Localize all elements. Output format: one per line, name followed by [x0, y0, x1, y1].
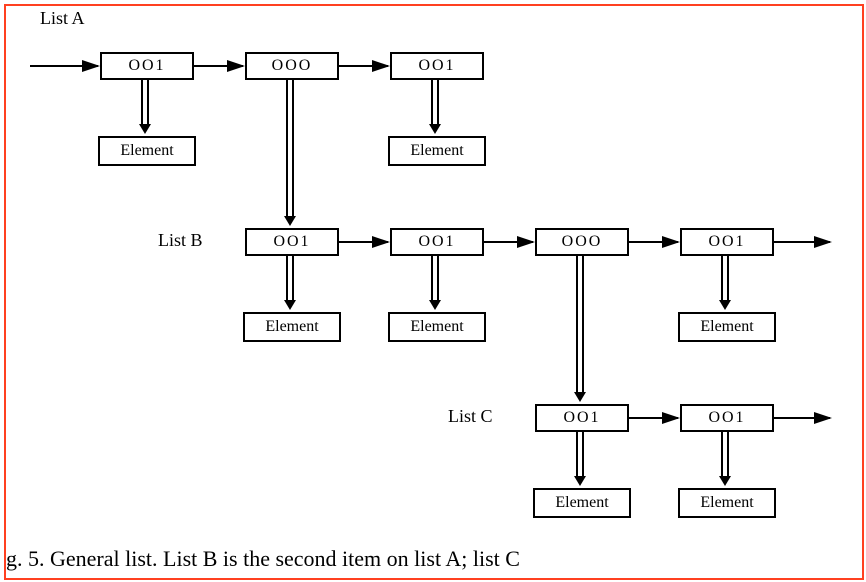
arrows-layer	[0, 0, 866, 582]
